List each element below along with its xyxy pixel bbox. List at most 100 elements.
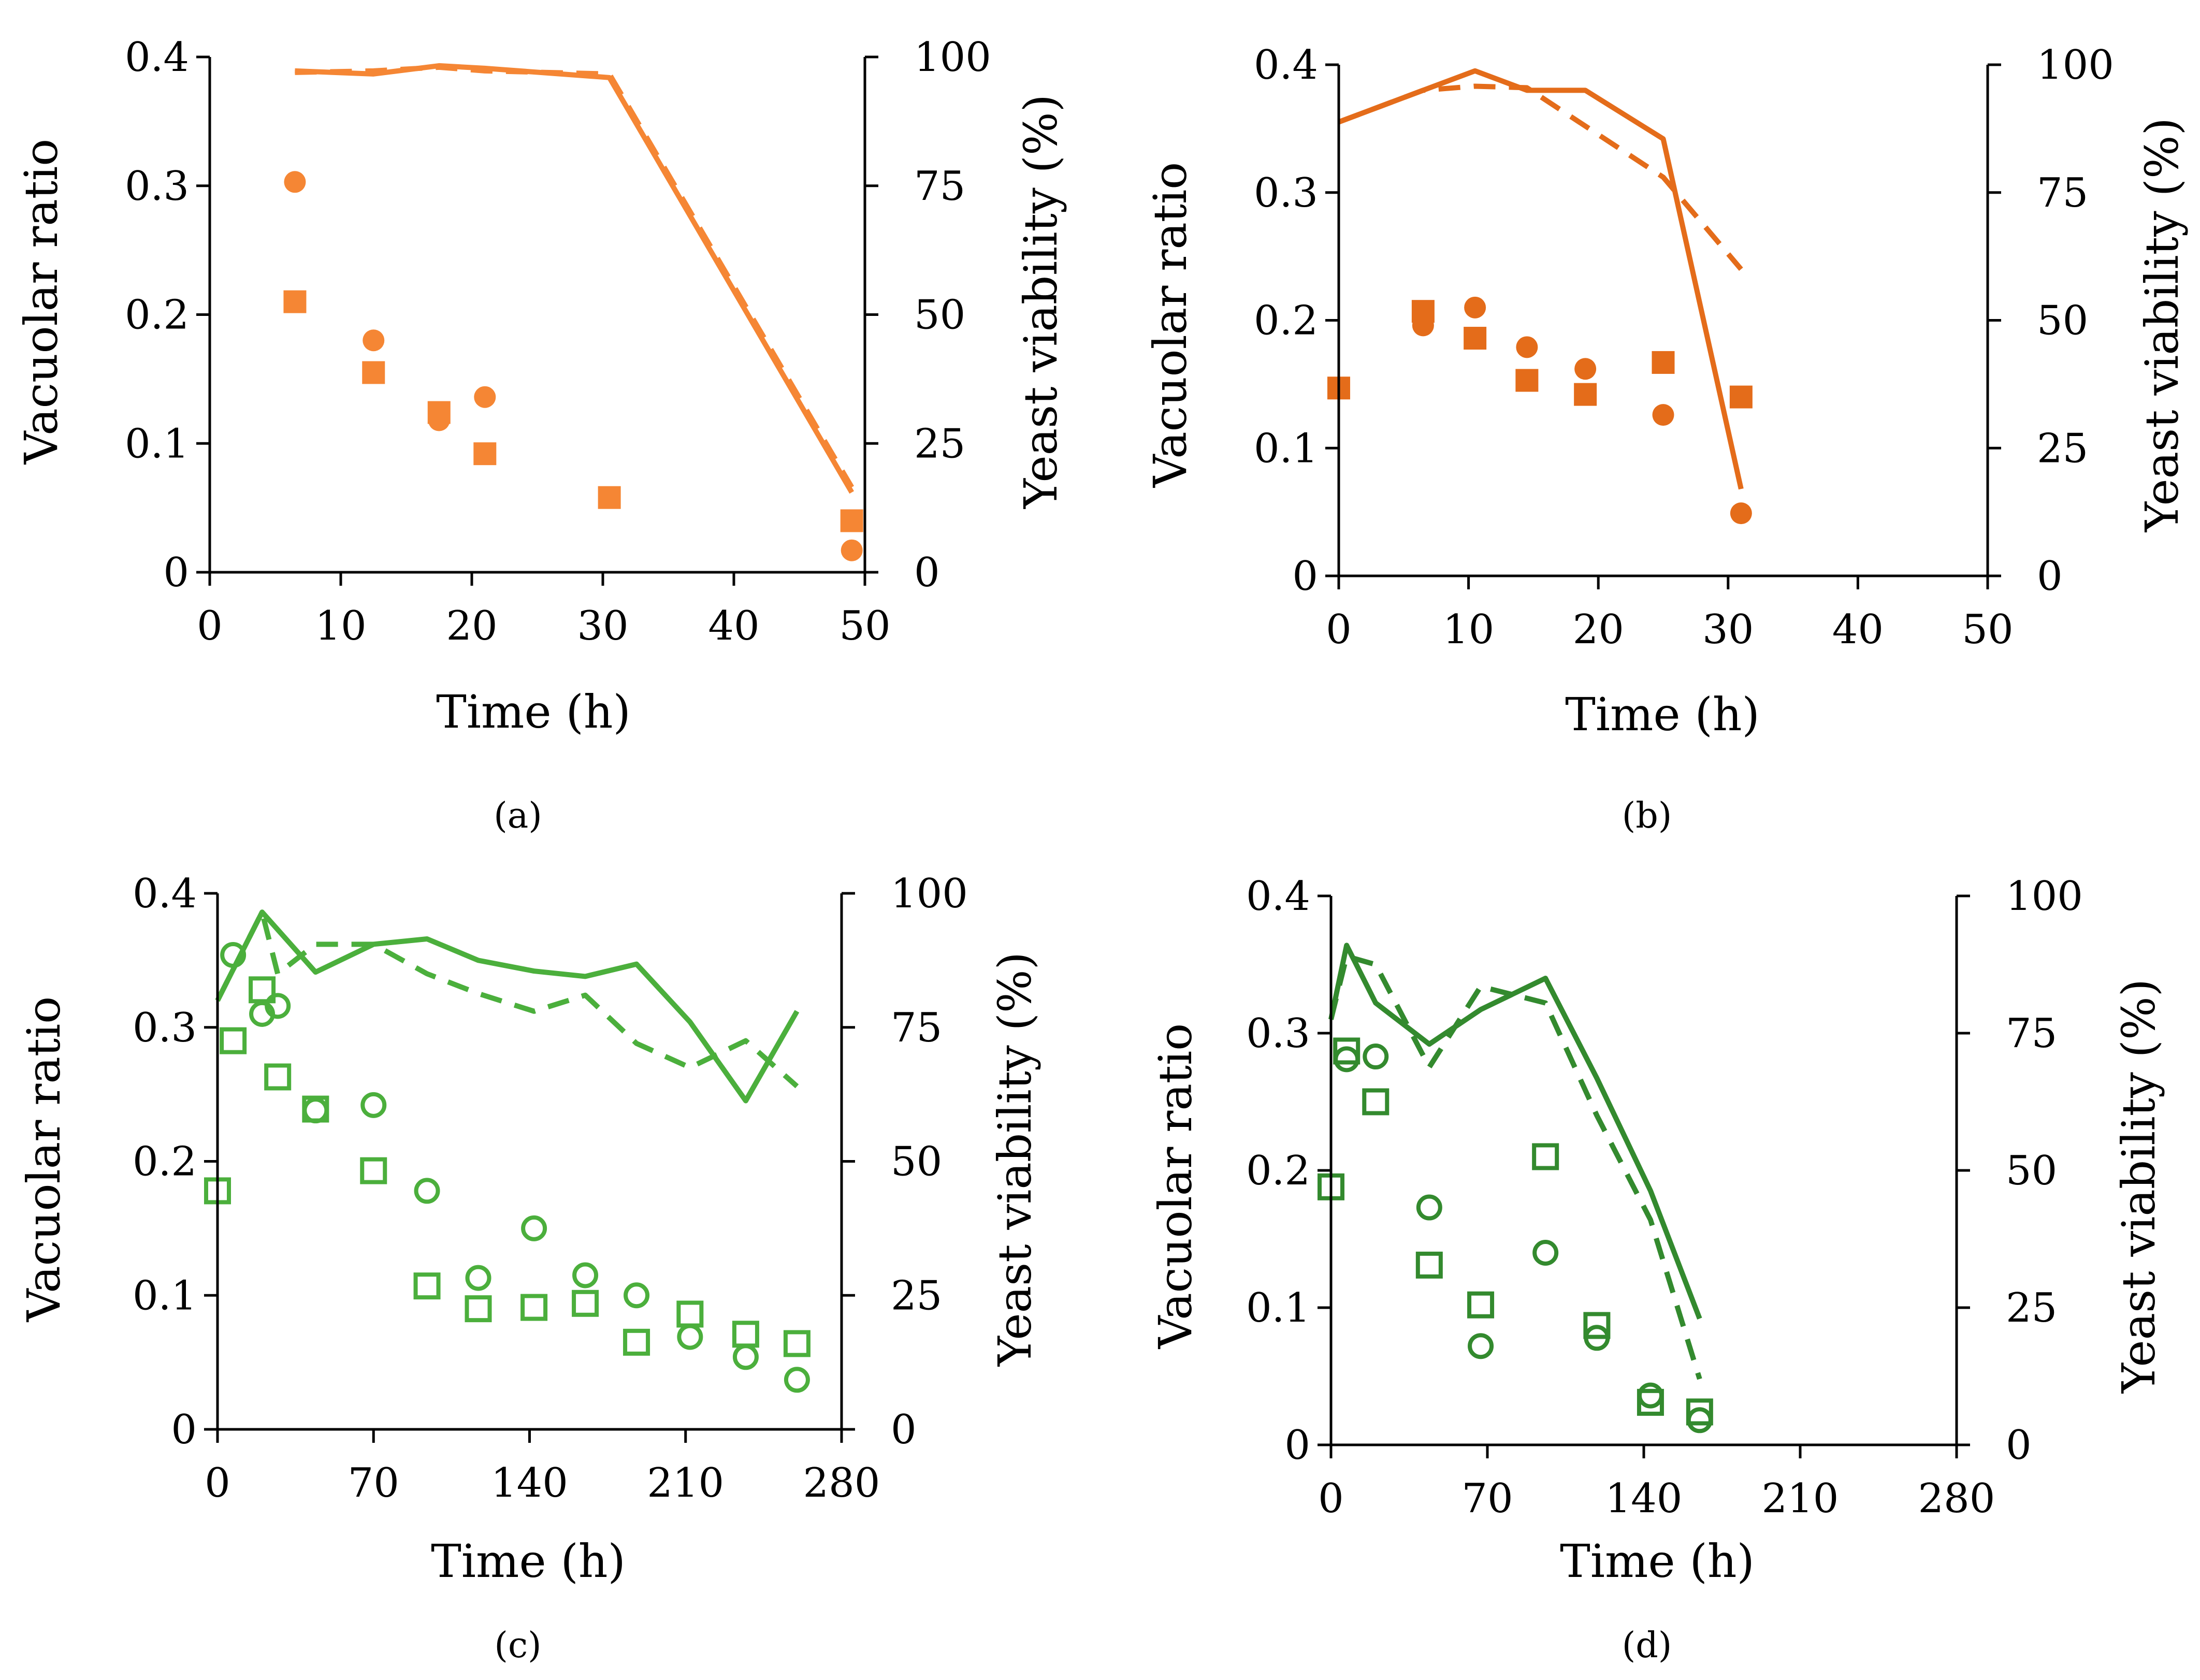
x-tick-label: 0 xyxy=(197,603,223,649)
viability-dashed-line xyxy=(1338,83,1743,271)
data-point-circle xyxy=(1652,404,1674,426)
data-point-square xyxy=(1729,385,1753,409)
x-tick-label: 20 xyxy=(1573,606,1624,653)
x-tick-label: 40 xyxy=(1832,606,1884,653)
viability-dashed-line xyxy=(295,64,855,489)
x-tick-label: 40 xyxy=(708,603,759,649)
x-tick-label: 280 xyxy=(1918,1475,1995,1522)
y-tick-label: 0.4 xyxy=(133,871,197,917)
x-tick-label: 70 xyxy=(348,1460,399,1507)
data-point-square xyxy=(1686,1398,1713,1426)
data-point-circle xyxy=(624,1282,650,1309)
data-point-circle xyxy=(1363,1044,1389,1070)
x-tick-label: 140 xyxy=(491,1460,568,1507)
data-point-square xyxy=(220,1027,247,1054)
y-axis-title: Vacuolar ratio xyxy=(1144,162,1197,488)
y-axis-title: Vacuolar ratio xyxy=(17,996,70,1323)
data-point-square xyxy=(473,442,497,466)
data-point-square xyxy=(427,401,451,424)
y2-axis-title: Yeast viability (%) xyxy=(2112,979,2165,1394)
data-point-square xyxy=(1411,300,1435,323)
data-point-circle xyxy=(1416,1194,1442,1221)
x-tick-label: 70 xyxy=(1461,1475,1513,1522)
x-axis-title: Time (h) xyxy=(1565,688,1760,741)
data-point-square xyxy=(1515,369,1539,392)
y2-tick-label: 75 xyxy=(2006,1010,2057,1057)
x-tick-label: 210 xyxy=(647,1460,724,1507)
data-point-square xyxy=(572,1290,599,1317)
data-point-circle xyxy=(363,329,385,352)
y2-tick-label: 75 xyxy=(914,163,965,210)
y2-tick-label: 0 xyxy=(891,1407,917,1453)
y2-axis-title: Yeast viability (%) xyxy=(988,952,1041,1367)
y-tick-label: 0.1 xyxy=(125,421,189,467)
y2-tick-label: 50 xyxy=(2006,1148,2057,1194)
x-tick-label: 140 xyxy=(1605,1475,1683,1522)
data-point-square xyxy=(1415,1251,1443,1279)
data-point-square xyxy=(520,1294,548,1321)
data-point-circle xyxy=(220,942,247,968)
x-axis-title: Time (h) xyxy=(431,1534,626,1588)
x-tick-label: 210 xyxy=(1762,1475,1839,1522)
data-point-circle xyxy=(521,1215,547,1241)
y2-tick-label: 75 xyxy=(891,1005,942,1051)
x-tick-label: 0 xyxy=(205,1460,230,1507)
panel-label-b: (b) xyxy=(1622,795,1672,836)
y-tick-label: 0.3 xyxy=(133,1005,197,1051)
data-point-square xyxy=(1467,1291,1495,1319)
data-point-square xyxy=(283,290,307,313)
x-tick-label: 20 xyxy=(446,603,497,649)
chart-panel-a: 0 10 20 30 40 50 0 0.1 0.2 0.3 0.4 0 25 50 75 100 Time … xyxy=(15,34,1067,836)
data-point-square xyxy=(598,486,621,509)
x-tick-label: 0 xyxy=(1326,606,1352,653)
y-tick-label: 0.2 xyxy=(133,1139,197,1185)
y2-tick-label: 75 xyxy=(2037,170,2088,216)
y-tick-label: 0.2 xyxy=(125,292,189,339)
y2-tick-label: 100 xyxy=(891,871,968,917)
data-point-square xyxy=(360,1157,387,1184)
x-tick-label: 10 xyxy=(315,603,366,649)
y-tick-label: 0.1 xyxy=(1254,425,1318,472)
viability-dashed-line xyxy=(1328,953,1702,1380)
chart-panel-b: 0 10 20 30 40 50 0 0.1 0.2 0.3 0.4 0 25 50 75 100 Time … xyxy=(1144,42,2189,836)
data-point-square xyxy=(840,509,863,532)
y-tick-label: 0.3 xyxy=(1254,170,1318,216)
y-tick-label: 0 xyxy=(163,549,189,596)
data-point-square xyxy=(732,1321,759,1348)
x-tick-label: 30 xyxy=(1702,606,1754,653)
data-point-square xyxy=(1362,1088,1390,1116)
data-point-square xyxy=(1637,1388,1664,1416)
data-point-square xyxy=(1652,351,1675,374)
viability-solid-line xyxy=(1328,943,1702,1320)
data-point-circle xyxy=(465,1265,491,1291)
y2-tick-label: 100 xyxy=(914,34,991,81)
y-tick-label: 0.3 xyxy=(125,163,189,210)
panel-label-a: (a) xyxy=(494,795,542,836)
y2-axis-title: Yeast viability (%) xyxy=(2135,118,2189,532)
panel-label-c: (c) xyxy=(494,1625,541,1666)
x-tick-label: 0 xyxy=(1318,1475,1344,1522)
y2-tick-label: 50 xyxy=(891,1139,942,1185)
data-point-square xyxy=(1574,383,1597,406)
y2-tick-label: 0 xyxy=(2006,1422,2032,1469)
data-point-circle xyxy=(1516,336,1538,358)
y-tick-label: 0 xyxy=(1284,1422,1310,1469)
data-point-square xyxy=(783,1330,810,1357)
data-point-square xyxy=(623,1328,650,1356)
y-tick-label: 0.4 xyxy=(1246,873,1310,920)
data-point-square xyxy=(676,1300,704,1328)
y-tick-label: 0.2 xyxy=(1254,298,1318,344)
y2-axis-title: Yeast viability (%) xyxy=(1014,94,1067,509)
panel-label-d: (d) xyxy=(1622,1625,1672,1666)
y2-tick-label: 50 xyxy=(914,292,965,339)
data-point-square xyxy=(1532,1143,1559,1170)
viability-solid-line xyxy=(215,909,800,1104)
data-point-circle xyxy=(360,1092,387,1118)
y-tick-label: 0.1 xyxy=(133,1272,197,1319)
x-tick-label: 50 xyxy=(839,603,890,649)
y-tick-label: 0.4 xyxy=(125,34,189,81)
data-point-square xyxy=(1464,327,1487,350)
y2-tick-label: 0 xyxy=(2037,553,2063,600)
